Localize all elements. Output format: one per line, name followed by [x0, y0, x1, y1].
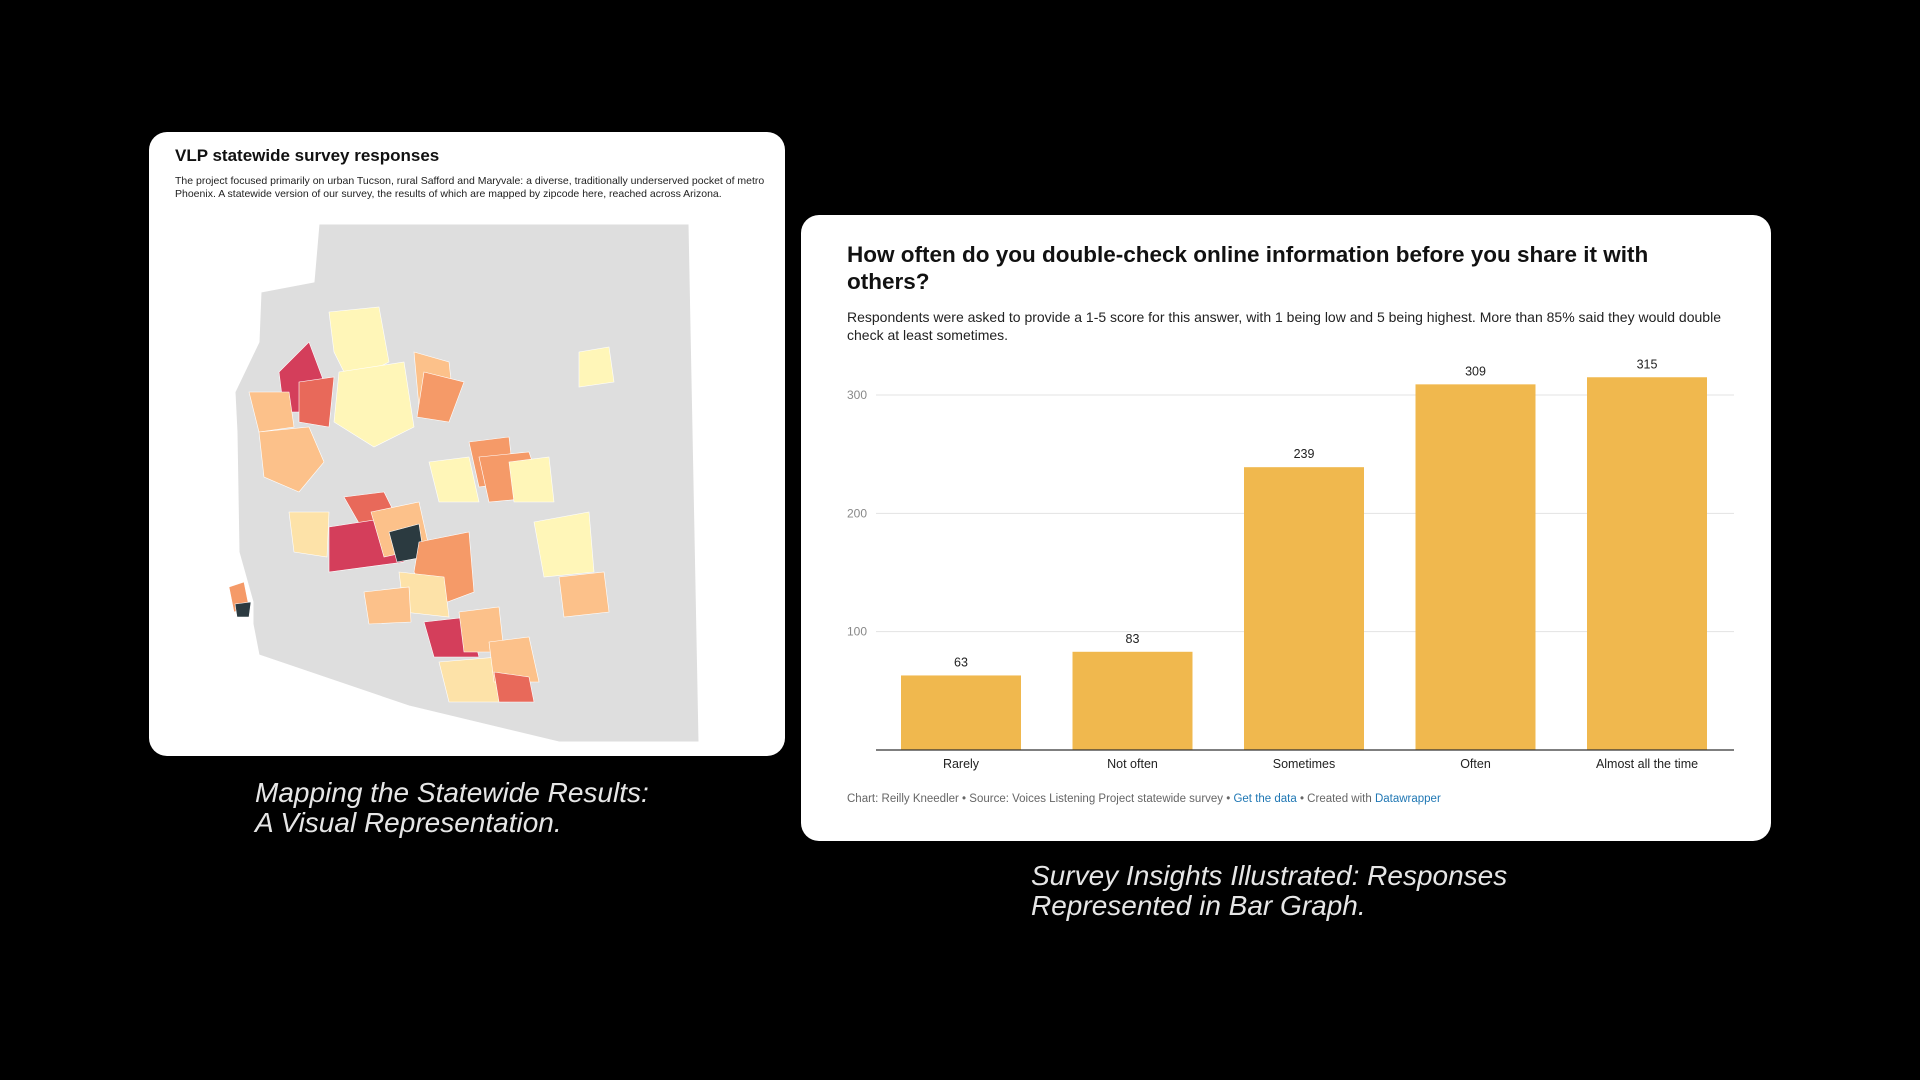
footer-created-with: • Created with	[1296, 793, 1375, 805]
zip-region	[493, 671, 535, 703]
zip-regions	[228, 306, 615, 703]
zip-region	[428, 456, 480, 503]
x-tick-label: Often	[1460, 757, 1491, 771]
zip-region	[248, 391, 295, 433]
bar	[1244, 467, 1364, 750]
bar-chart: 100 200 300 63 Rarely 83 Not often 239 Sometimes…	[847, 357, 1734, 771]
zip-region	[508, 456, 555, 503]
map-card: VLP statewide survey responses The proje…	[149, 132, 785, 756]
x-tick-label: Not often	[1107, 757, 1158, 771]
zip-region	[533, 511, 595, 578]
zip-region	[558, 571, 610, 618]
map-caption-line-2: A Visual Representation.	[255, 807, 562, 838]
arizona-zipcode-map	[228, 223, 700, 743]
zip-region	[578, 346, 615, 388]
zip-region	[288, 511, 330, 558]
map-caption: Mapping the Statewide Results: A Visual …	[255, 778, 649, 838]
bar-value-label: 63	[954, 655, 968, 669]
map-description: The project focused primarily on urban T…	[175, 175, 765, 200]
zip-region	[234, 601, 252, 618]
y-tick-label: 100	[847, 625, 867, 639]
bar	[1587, 377, 1707, 750]
footer-credit: Chart: Reilly Kneedler • Source: Voices …	[847, 793, 1234, 805]
bar	[901, 675, 1021, 750]
chart-caption-line-2: Represented in Bar Graph.	[1031, 890, 1366, 921]
zip-region	[298, 376, 335, 428]
x-tick-label: Rarely	[943, 757, 980, 771]
y-tick-label: 300	[847, 388, 867, 402]
chart-description: Respondents were asked to provide a 1-5 …	[847, 309, 1721, 343]
x-tick-label: Almost all the time	[1596, 757, 1698, 771]
bar-value-label: 239	[1294, 447, 1315, 461]
chart-card: How often do you double-check online inf…	[801, 215, 1771, 841]
chart-caption: Survey Insights Illustrated: Responses R…	[1031, 861, 1507, 921]
chart-title: How often do you double-check online inf…	[847, 242, 1649, 294]
bar-value-label: 83	[1126, 632, 1140, 646]
bar-value-label: 315	[1637, 357, 1658, 371]
chart-caption-line-1: Survey Insights Illustrated: Responses	[1031, 860, 1508, 891]
map-title: VLP statewide survey responses	[175, 146, 440, 165]
map-caption-line-1: Mapping the Statewide Results:	[255, 777, 649, 808]
zip-region	[416, 371, 465, 423]
get-data-link[interactable]: Get the data	[1233, 793, 1297, 805]
zip-region	[333, 361, 415, 448]
x-tick-label: Sometimes	[1273, 757, 1336, 771]
y-tick-label: 200	[847, 506, 867, 520]
datawrapper-link[interactable]: Datawrapper	[1374, 793, 1441, 805]
bar-value-label: 309	[1465, 364, 1486, 378]
zip-region	[488, 636, 540, 683]
zip-region	[363, 586, 412, 625]
bar	[1415, 384, 1536, 750]
bar	[1072, 651, 1193, 750]
chart-footer: Chart: Reilly Kneedler • Source: Voices …	[847, 793, 1441, 805]
zip-region	[258, 426, 325, 493]
